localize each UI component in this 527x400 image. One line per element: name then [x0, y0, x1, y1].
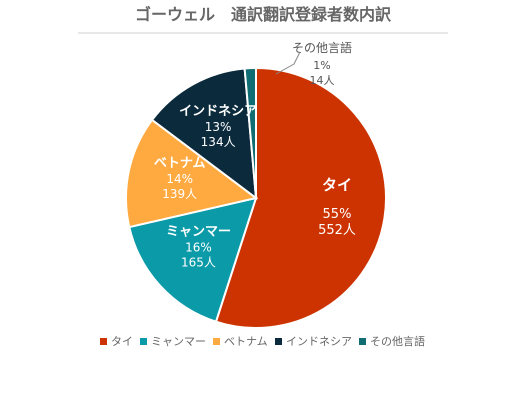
pie-slice — [243, 66, 257, 199]
legend-label: インドネシア — [286, 335, 352, 348]
slice-label-count: 552人 — [318, 223, 356, 238]
slices-layer — [125, 66, 387, 329]
slice-label-name: タイ — [322, 176, 352, 194]
pie-slice — [128, 196, 258, 323]
slice-label-count: 165人 — [181, 256, 216, 270]
legend-swatch — [213, 338, 220, 345]
legend-label: ベトナム — [224, 335, 268, 348]
pie-slice — [150, 67, 258, 201]
legend-label: その他言語 — [370, 334, 425, 348]
legend-item: インドネシア — [275, 335, 352, 348]
pie-slice — [214, 66, 387, 329]
legend-swatch — [140, 338, 147, 345]
slice-label-percent: 14% — [166, 172, 193, 186]
legend-swatch — [359, 338, 366, 345]
slice-label-name: インドネシア — [179, 104, 257, 119]
legend-item: ベトナム — [213, 335, 268, 348]
slice-label-name: ベトナム — [154, 156, 206, 171]
legend: タイ ミャンマー ベトナム インドネシア その他言語 — [100, 334, 425, 348]
legend-item: タイ — [100, 335, 133, 348]
labels-layer: タイ55%552人ミャンマー16%165人ベトナム14%139人インドネシア13… — [154, 40, 356, 270]
legend-item: その他言語 — [359, 334, 425, 348]
slice-label-count: 139人 — [162, 187, 197, 201]
legend-label: タイ — [111, 335, 133, 348]
slice-label-percent: 55% — [323, 207, 352, 222]
legend-item: ミャンマー — [140, 335, 206, 348]
legend-swatch — [275, 338, 282, 345]
slice-label-name: その他言語 — [292, 40, 352, 55]
legend-swatch — [100, 338, 107, 345]
slice-label-percent: 13% — [205, 120, 232, 134]
slice-label-count: 14人 — [310, 74, 335, 87]
chart-title: ゴーウェル 通訳翻訳登録者数内訳 — [135, 5, 392, 24]
slice-label-count: 134人 — [201, 135, 236, 149]
pie-slice — [125, 118, 259, 229]
slice-label-name: ミャンマー — [166, 225, 231, 240]
slice-label-percent: 16% — [185, 241, 212, 255]
slice-label-percent: 1% — [313, 59, 330, 72]
leader-line — [275, 51, 301, 75]
legend-label: ミャンマー — [151, 335, 206, 348]
